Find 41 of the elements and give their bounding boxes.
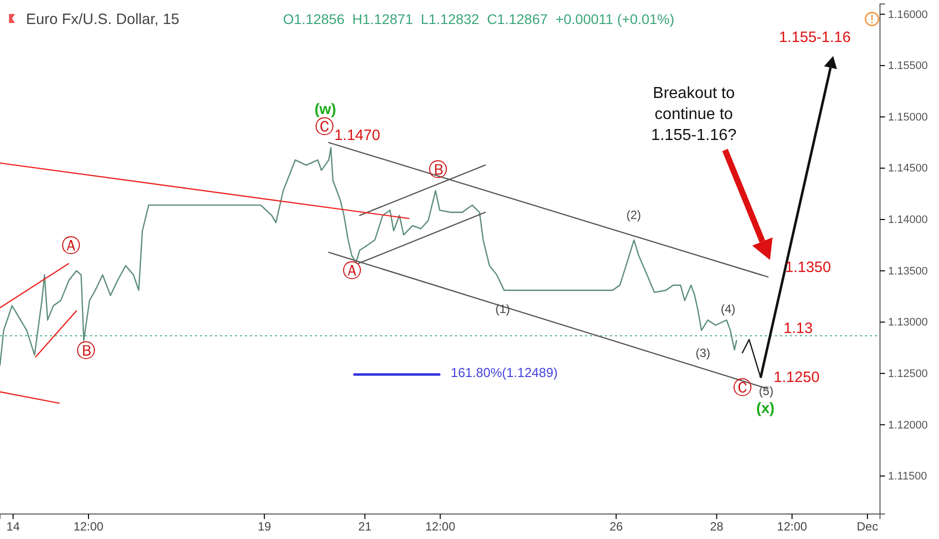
y-tick-label: 1.12500 [888, 368, 928, 380]
y-tick-label: 1.14500 [888, 162, 928, 175]
annotation: 1.1470 [334, 126, 380, 144]
y-tick-label: 1.15000 [888, 111, 928, 124]
annotation: Ⓑ [428, 160, 448, 182]
annotation: (w) [314, 100, 336, 118]
annotation: Ⓒ [733, 378, 752, 400]
y-tick-label: 1.16000 [888, 8, 928, 21]
annotation: Ⓑ [76, 341, 96, 362]
annotation: (3) [696, 346, 710, 360]
annotation: 1.1250 [774, 368, 820, 386]
annotation: 1.1350 [785, 258, 831, 276]
annotation: 1.155-1.16 [779, 28, 851, 46]
x-tick-label: 26 [609, 520, 624, 534]
y-tick-label: 1.11500 [888, 470, 927, 483]
x-tick-label: 28 [710, 520, 724, 534]
y-tick-label: 1.14000 [888, 214, 928, 226]
annotation: (2) [626, 208, 642, 222]
x-tick-label: 21 [358, 520, 372, 534]
annotation: (4) [720, 302, 736, 316]
x-tick-label: 19 [258, 520, 272, 534]
x-tick-label: 12:00 [777, 520, 808, 534]
y-tick-label: 1.15500 [888, 60, 928, 72]
annotation: Ⓐ [342, 261, 362, 282]
x-tick-label: 12:00 [73, 520, 104, 534]
text: O1.12856 H1.12871 L1.12832 C1.12867 +0.00011 (+0.01%) [283, 11, 674, 27]
x-tick-label: 14 [6, 520, 20, 534]
y-tick-label: 1.13500 [888, 265, 928, 278]
y-tick-label: 1.13000 [888, 316, 928, 329]
text: Euro Fx/U.S. Dollar, 15 [26, 11, 180, 28]
x-tick-label: Dec [856, 520, 878, 534]
y-tick-label: 1.12000 [888, 419, 928, 432]
annotation: Breakout to continue to 1.155-1.16? [651, 85, 737, 144]
annotation: Ⓐ [61, 236, 80, 258]
annotation: 161.80%(1.12489) [450, 365, 558, 380]
annotation: (5) [758, 384, 774, 398]
annotation: (x) [756, 400, 775, 417]
x-tick-label: 12:00 [425, 520, 456, 534]
annotation: 1.13 [784, 320, 813, 337]
annotation: Ⓒ [315, 117, 334, 138]
annotation: (1) [495, 302, 510, 316]
